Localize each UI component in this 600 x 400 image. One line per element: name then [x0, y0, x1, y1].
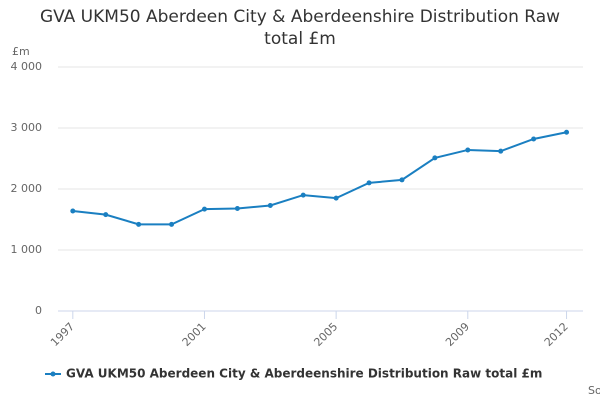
point [531, 136, 537, 142]
y-tick-label: 0 [35, 304, 42, 317]
point [201, 206, 207, 212]
point [70, 208, 76, 214]
point [267, 202, 273, 208]
x-tick-label: 2009 [443, 320, 472, 349]
chart-title: GVA UKM50 Aberdeen City & Aberdeenshire … [39, 7, 561, 49]
y-tick-label: 1 000 [11, 243, 43, 256]
point [366, 180, 372, 186]
x-tick-label: 2001 [180, 320, 209, 349]
point [333, 195, 339, 201]
point [300, 192, 306, 198]
y-tick-label: 3 000 [11, 121, 43, 134]
point [234, 206, 240, 212]
point [465, 147, 471, 153]
y-tick-label: 4 000 [11, 60, 43, 73]
point [103, 212, 109, 218]
legend-symbol [50, 371, 56, 377]
point [399, 177, 405, 183]
x-tick-label: 1997 [48, 320, 77, 349]
x-tick-label: 2005 [311, 320, 340, 349]
point [432, 155, 438, 161]
point [136, 221, 142, 227]
legend-label: GVA UKM50 Aberdeen City & Aberdeenshire … [66, 367, 542, 381]
y-tick-label: 2 000 [11, 182, 43, 195]
y-axis-label: £m [12, 45, 30, 58]
point [498, 148, 504, 154]
line [72, 131, 567, 226]
source: Source: [588, 384, 600, 397]
point [564, 129, 570, 135]
point [169, 221, 175, 227]
x-tick-label: 2012 [542, 320, 571, 349]
